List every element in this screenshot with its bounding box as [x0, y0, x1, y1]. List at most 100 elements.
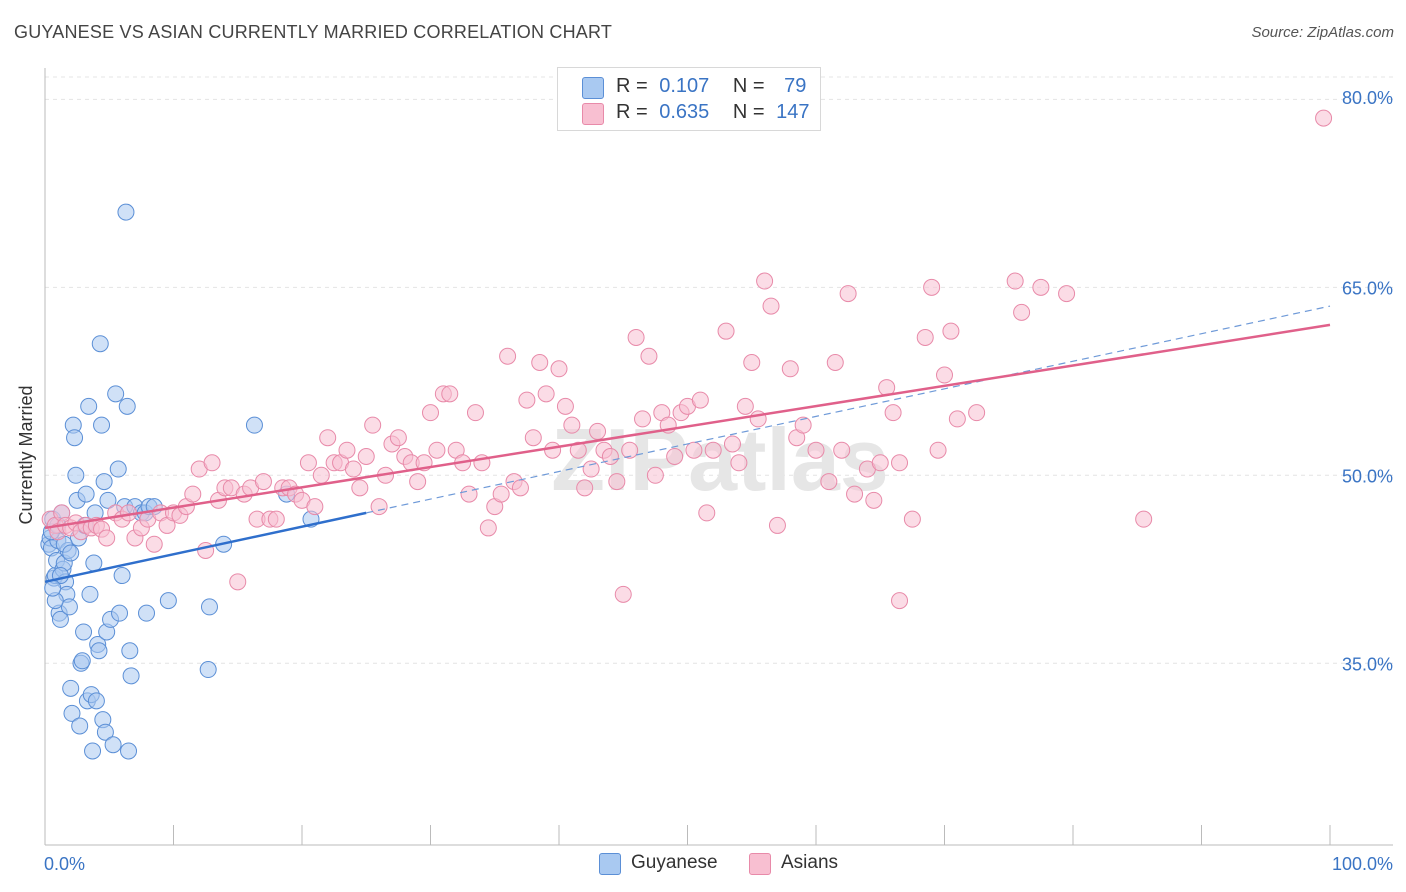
data-point	[723, 435, 741, 453]
legend-label-guyanese: Guyanese	[631, 852, 718, 873]
legend-swatch-guyanese	[599, 853, 621, 875]
stats-legend: R = 0.107 N = 79 R = 0.635 N = 147	[557, 67, 821, 131]
data-point	[1032, 278, 1050, 296]
data-point	[820, 473, 838, 491]
data-point	[730, 454, 748, 472]
y-axis-label: Currently Married	[16, 385, 36, 525]
data-point	[75, 623, 93, 641]
y-tick-label: 50.0%	[1342, 466, 1393, 486]
data-point	[422, 404, 439, 422]
y-tick-label: 35.0%	[1342, 654, 1393, 674]
legend-r-label: R =	[616, 101, 648, 123]
data-point	[81, 585, 99, 603]
asians-points	[41, 109, 1333, 610]
data-point	[138, 604, 156, 622]
data-point	[608, 473, 626, 491]
data-point	[942, 322, 960, 340]
data-point	[111, 604, 129, 622]
data-point	[891, 454, 909, 472]
data-point	[916, 328, 934, 346]
data-point	[704, 441, 722, 459]
data-point	[743, 354, 761, 372]
data-point	[903, 510, 921, 528]
data-point	[492, 485, 510, 503]
data-point	[601, 448, 619, 465]
data-point	[254, 473, 272, 491]
data-point	[122, 667, 140, 685]
data-point	[923, 278, 941, 296]
data-point	[762, 297, 780, 315]
data-point	[312, 466, 330, 484]
guyanese-trend-line	[44, 511, 367, 584]
data-point	[466, 404, 484, 422]
data-point	[91, 335, 109, 353]
data-point	[891, 592, 909, 610]
data-point	[839, 285, 857, 303]
data-point	[63, 704, 81, 722]
data-point	[499, 347, 517, 365]
data-point	[576, 479, 594, 497]
data-point	[582, 460, 600, 478]
data-point	[267, 510, 285, 528]
data-point	[145, 535, 163, 553]
data-point	[794, 416, 812, 434]
data-point	[768, 516, 786, 534]
data-point	[524, 429, 542, 447]
data-point	[563, 416, 581, 434]
data-point	[479, 519, 497, 537]
data-point	[199, 661, 217, 679]
data-point	[428, 441, 446, 459]
data-point	[627, 328, 645, 346]
data-point	[634, 410, 652, 428]
data-point	[184, 485, 202, 503]
data-point	[98, 529, 116, 547]
data-point	[200, 598, 218, 616]
data-point	[826, 354, 844, 372]
data-point	[104, 736, 122, 754]
data-point	[460, 485, 478, 503]
data-point	[614, 585, 632, 603]
data-point	[203, 454, 221, 472]
data-point	[229, 573, 247, 591]
data-point	[691, 391, 709, 409]
data-point	[370, 498, 388, 516]
data-point	[93, 416, 111, 434]
data-point	[698, 504, 716, 522]
legend-n-label: N =	[732, 75, 765, 97]
data-point	[736, 397, 754, 415]
data-point	[159, 592, 177, 610]
data-point	[109, 460, 127, 478]
data-point	[1058, 285, 1076, 303]
data-point	[120, 742, 138, 760]
data-point	[66, 429, 84, 447]
data-point	[117, 203, 135, 221]
data-point	[118, 397, 136, 415]
data-point	[351, 479, 369, 497]
data-point	[936, 366, 953, 384]
data-point	[1135, 510, 1153, 528]
trend-lines	[44, 305, 1331, 584]
source-label: Source: ZipAtlas.com	[1251, 24, 1394, 41]
data-point	[968, 404, 986, 422]
data-point	[84, 742, 102, 760]
data-point	[531, 354, 549, 372]
data-point	[80, 397, 98, 415]
data-point	[364, 416, 382, 434]
data-point	[1013, 303, 1031, 321]
data-point	[67, 466, 85, 484]
data-point	[90, 642, 108, 660]
data-point	[85, 554, 103, 572]
data-point	[87, 692, 105, 710]
data-point	[299, 454, 317, 472]
data-point	[666, 448, 684, 465]
legend-r-value: 0.107	[659, 75, 710, 97]
legend-label-asians: Asians	[781, 852, 839, 873]
legend-swatch-asians	[582, 103, 604, 125]
data-point	[550, 360, 568, 378]
data-point	[781, 360, 799, 378]
y-tick-label: 80.0%	[1342, 88, 1393, 108]
legend-r-value: 0.635	[659, 101, 710, 123]
data-point	[357, 448, 375, 465]
legend-swatch-asians	[749, 853, 771, 875]
